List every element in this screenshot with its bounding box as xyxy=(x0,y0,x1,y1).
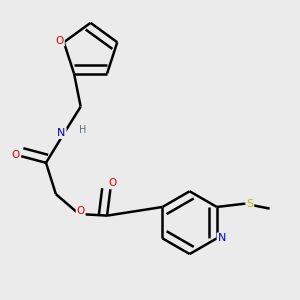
Text: O: O xyxy=(11,149,20,160)
Text: H: H xyxy=(79,125,86,135)
Text: O: O xyxy=(56,36,64,46)
Text: O: O xyxy=(76,206,85,216)
Text: S: S xyxy=(246,199,254,209)
Text: N: N xyxy=(218,233,226,243)
Text: O: O xyxy=(108,178,116,188)
Text: N: N xyxy=(57,128,66,138)
